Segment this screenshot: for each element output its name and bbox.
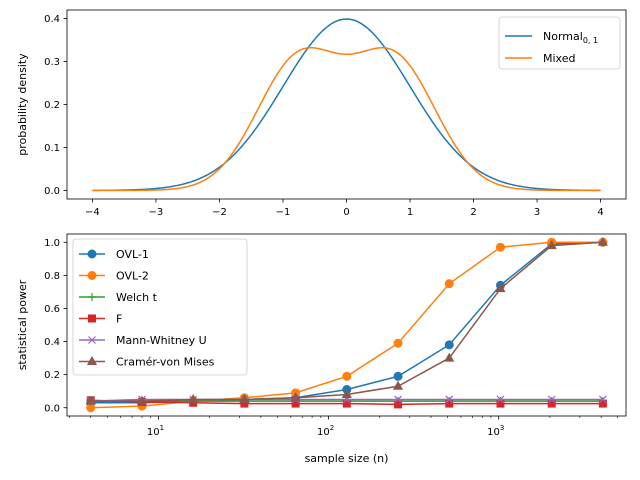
y-tick-label: 0.3: [44, 57, 60, 68]
x-tick-label: 2: [470, 207, 476, 218]
data-point-ovl-1: [393, 371, 403, 381]
plot-frame: [66, 233, 627, 417]
y-axis-label: probability density: [16, 53, 29, 156]
legend-marker: [88, 293, 96, 301]
legend-label: Welch t: [116, 291, 158, 304]
data-point-cram-r-von-mises: [495, 283, 506, 293]
data-point-ovl-2: [342, 371, 352, 381]
legend-box: [498, 16, 621, 70]
y-tick-label: 0.2: [44, 100, 60, 111]
legend-marker: [88, 336, 96, 344]
data-point-cram-r-von-mises: [136, 395, 148, 405]
legend: Normal0, 1 Mixed: [498, 16, 621, 70]
x-tick-base: 10: [317, 427, 330, 438]
x-tick-label: 103: [487, 424, 504, 438]
data-point-cram-r-von-mises: [341, 388, 352, 398]
data-point-cram-r-von-mises: [290, 392, 301, 402]
x-tick-label: −3: [149, 207, 164, 218]
x-tick-label: 101: [147, 424, 164, 438]
legend-box: [72, 238, 248, 376]
legend: OVL-1 OVL-2 Welch t F Mann-Whitney U Cramér-v…: [72, 238, 248, 376]
y-tick-label: 0.4: [44, 14, 60, 25]
y-tick-label: 0.0: [44, 403, 60, 414]
legend-label: F: [116, 313, 122, 326]
legend-label-subscript: 0, 1: [583, 36, 598, 45]
legend-label: OVL-2: [116, 270, 149, 283]
data-point-cram-r-von-mises: [85, 395, 96, 405]
data-point-ovl-2: [393, 338, 403, 348]
x-tick-base: 10: [487, 427, 500, 438]
data-point-cram-r-von-mises: [444, 352, 455, 362]
data-point-mann-whitney-u: [496, 395, 505, 404]
y-tick-label: 0.6: [44, 304, 60, 315]
y-tick-label: 0.8: [44, 271, 60, 282]
y-tick-label: 0.4: [44, 337, 60, 348]
data-point-ovl-2: [444, 279, 454, 289]
legend-label: Mann-Whitney U: [116, 334, 207, 347]
x-tick-label: 4: [597, 207, 603, 218]
data-point-mann-whitney-u: [547, 395, 556, 404]
legend-label: Cramér-von Mises: [116, 356, 215, 369]
series-line-normal: [92, 18, 601, 192]
x-tick-exponent: 3: [500, 424, 504, 432]
x-axis-label: sample size (n): [305, 452, 389, 465]
x-tick-label: −2: [212, 207, 227, 218]
x-tick-label: −1: [276, 207, 291, 218]
legend-marker: [87, 271, 97, 280]
y-tick-label: 0.0: [44, 186, 60, 197]
series-line-mixed: [92, 46, 601, 192]
x-tick-exponent: 2: [330, 424, 334, 432]
x-tick-label: 3: [534, 207, 540, 218]
data-point-cram-r-von-mises: [188, 393, 199, 403]
legend-label-main: Normal: [543, 30, 583, 43]
legend-marker: [86, 355, 98, 365]
x-tick-label: 1: [407, 207, 413, 218]
density-chart: −4 −3 −2 −1 0 1 2 3 4 0.0 0.1 0.2 0.3 0.4 probability …: [16, 9, 627, 218]
x-tick-label: −4: [85, 207, 100, 218]
y-tick-label: 0.1: [44, 143, 60, 154]
legend-marker: [88, 314, 96, 323]
legend-label-main: Mixed: [543, 52, 575, 65]
data-point-cram-r-von-mises: [546, 240, 557, 250]
x-tick-label: 0: [343, 207, 349, 218]
data-point-mann-whitney-u: [445, 395, 454, 404]
y-tick-label: 0.2: [44, 370, 60, 381]
data-point-mann-whitney-u: [598, 395, 607, 404]
data-point-cram-r-von-mises: [392, 380, 404, 390]
data-point-mann-whitney-u: [394, 395, 402, 404]
data-point-f: [394, 400, 403, 409]
x-tick-label: 102: [317, 424, 334, 438]
x-tick-base: 10: [147, 427, 160, 438]
legend-label: OVL-1: [116, 248, 149, 261]
data-point-cram-r-von-mises: [597, 236, 608, 246]
legend-label: Mixed: [543, 52, 575, 65]
legend-label: Normal0, 1: [543, 30, 598, 45]
y-tick-label: 1.0: [44, 238, 60, 249]
legend-marker: [87, 249, 97, 259]
x-tick-exponent: 1: [160, 424, 164, 432]
y-axis-label: statistical power: [16, 279, 29, 370]
data-point-ovl-1: [444, 340, 454, 350]
data-point-ovl-2: [495, 242, 505, 252]
data-point-cram-r-von-mises: [239, 393, 250, 403]
